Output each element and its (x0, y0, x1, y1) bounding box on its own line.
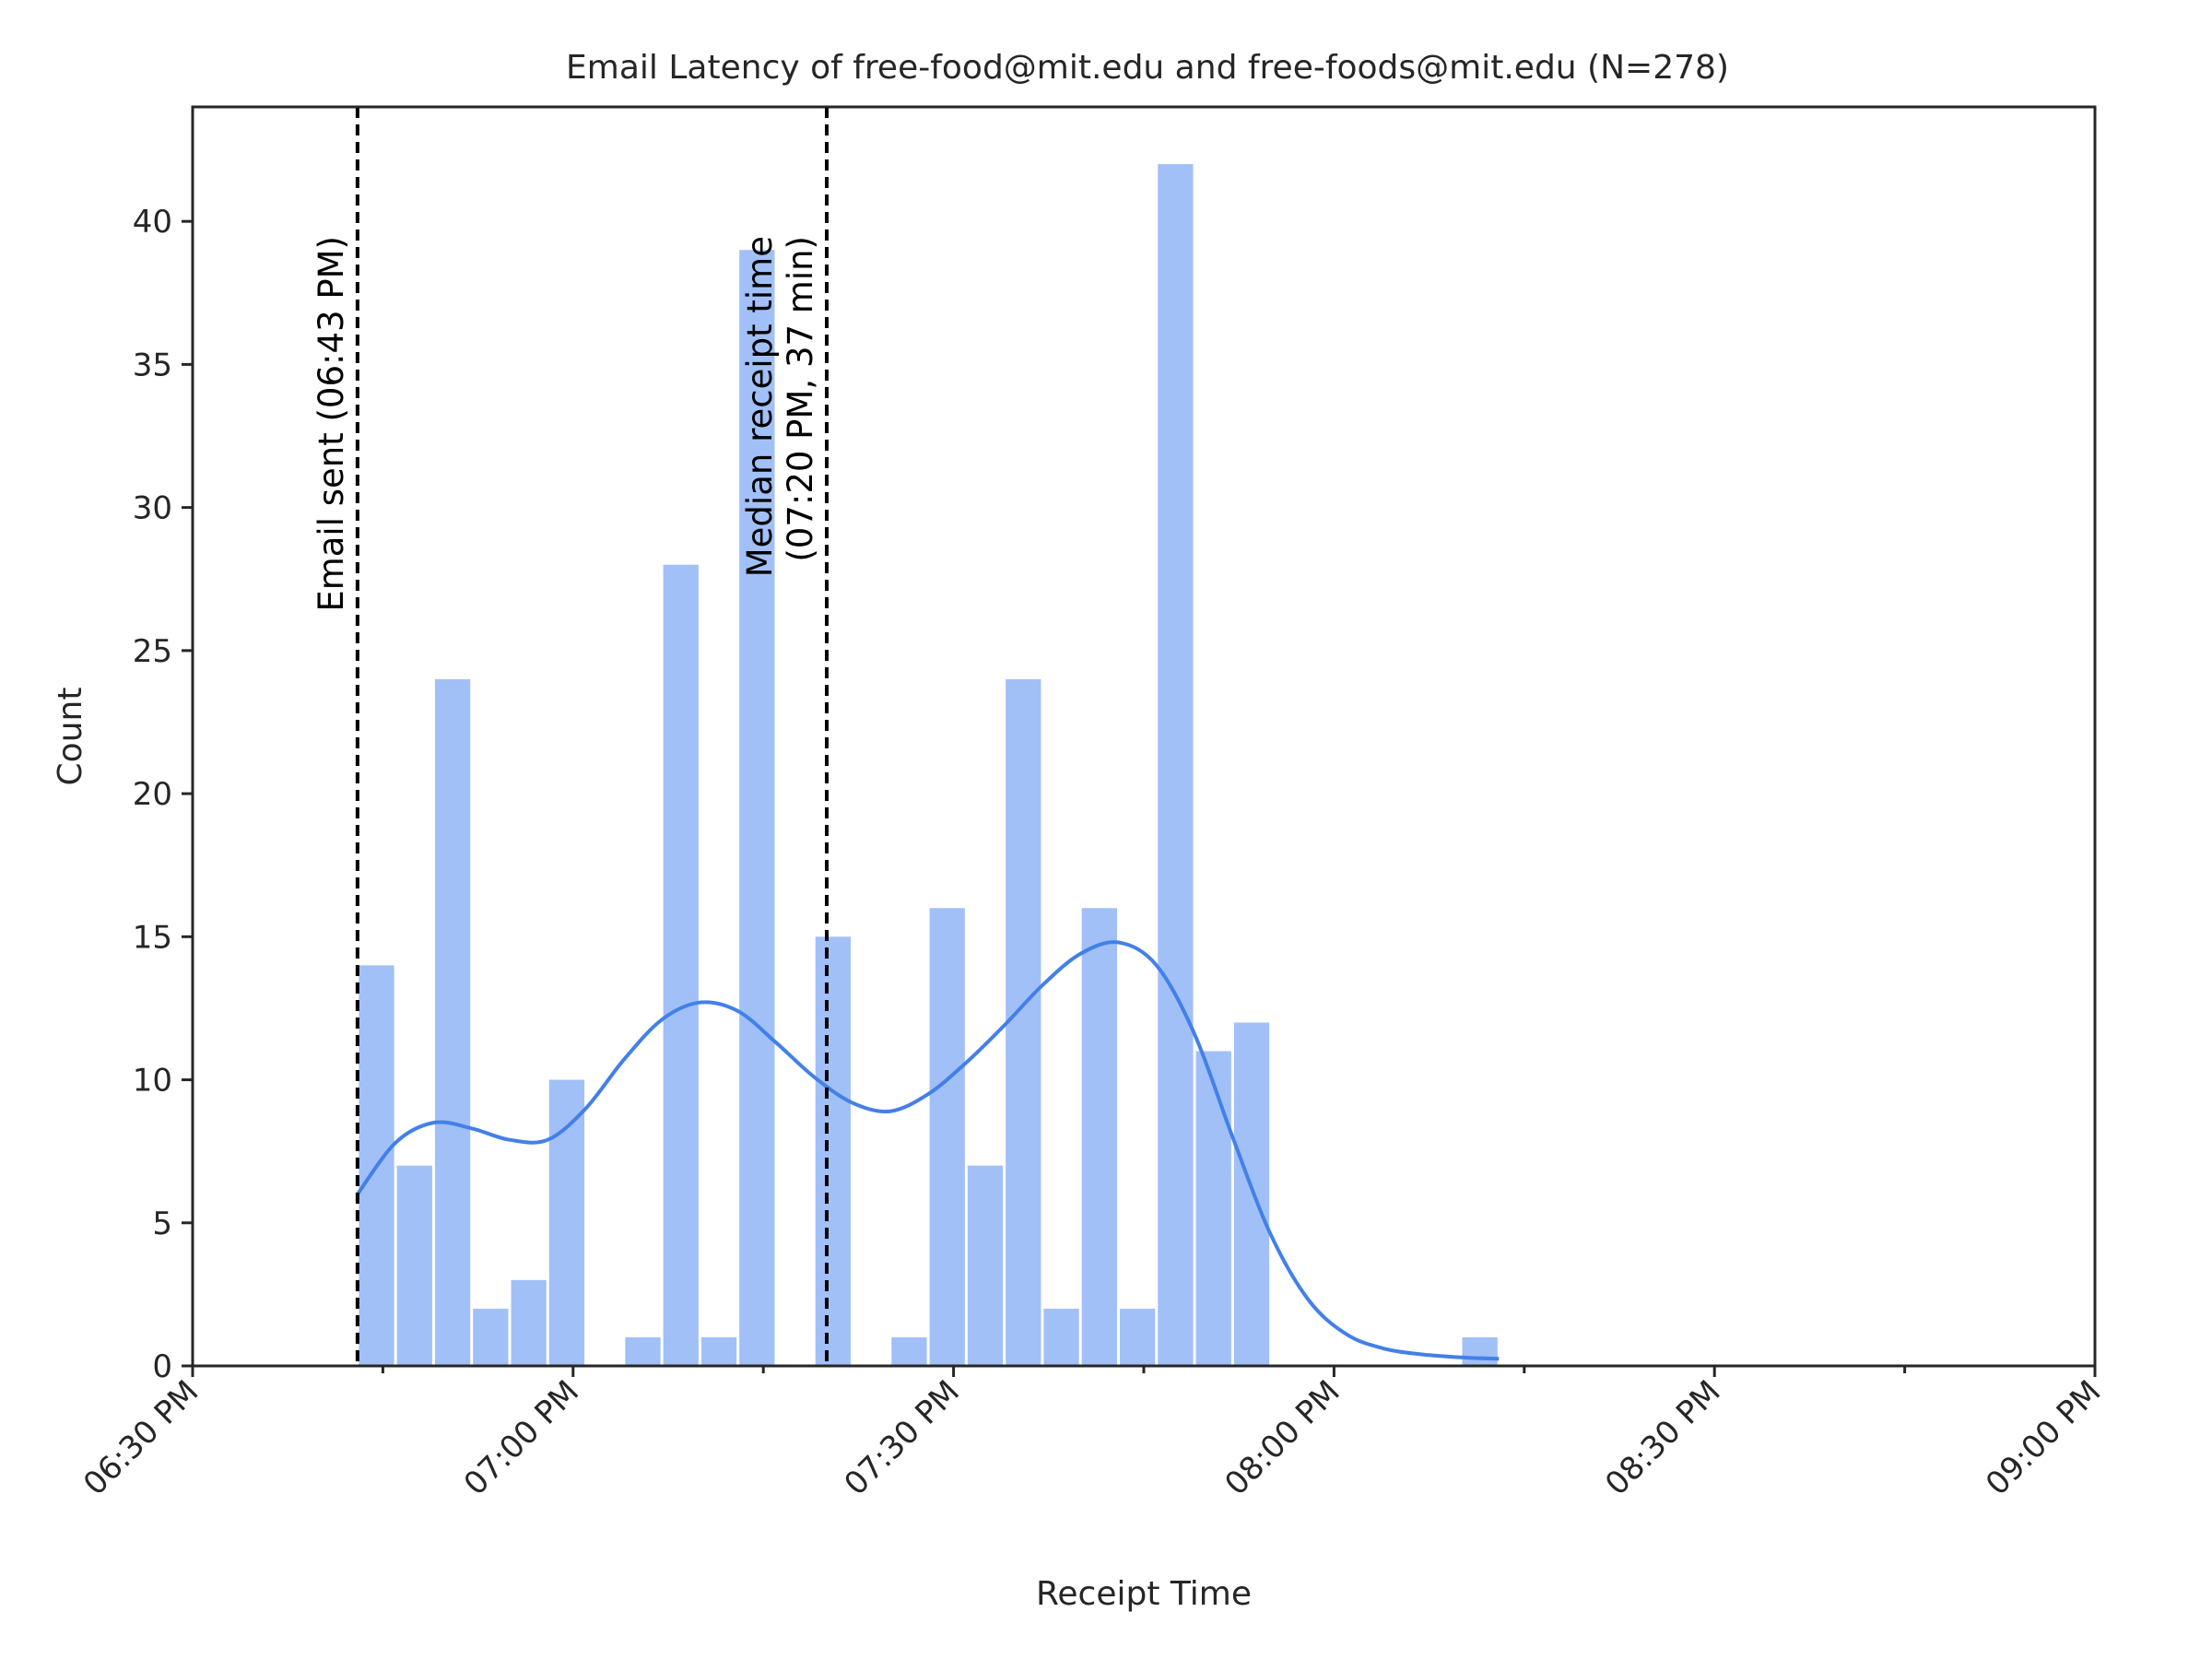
y-tick-label: 5 (152, 1206, 172, 1242)
histogram-bar (548, 1079, 585, 1366)
histogram-bar (739, 250, 775, 1366)
y-axis-label: Count (52, 688, 89, 786)
annotation-label: (07:20 PM, 37 min) (781, 236, 820, 562)
histogram-bar (891, 1336, 927, 1366)
y-tick-label: 20 (133, 776, 172, 813)
histogram-bar (1043, 1308, 1079, 1366)
x-tick-label: 06:30 PM (76, 1373, 206, 1502)
x-tick-label: 09:00 PM (1979, 1373, 2108, 1502)
y-tick-label: 35 (133, 347, 172, 383)
y-tick-label: 10 (133, 1063, 172, 1100)
histogram-bar (1195, 1051, 1231, 1366)
x-tick-label: 07:00 PM (457, 1373, 586, 1502)
x-axis: 06:30 PM 07:00 PM 07:30 PM 08:00 PM 08:30 PM… (76, 1366, 2108, 1503)
histogram-bar (1158, 164, 1194, 1366)
bars-layer (359, 164, 1498, 1366)
histogram-bar (663, 564, 699, 1366)
y-axis: 0 5 10 15 20 25 30 35 40 (133, 204, 193, 1385)
histogram-bar (1006, 678, 1041, 1366)
kde-layer (356, 940, 1500, 1361)
histogram-bar (625, 1336, 661, 1366)
x-tick-label: 08:30 PM (1598, 1373, 1727, 1502)
histogram-bar (1119, 1308, 1156, 1366)
y-tick-label: 40 (133, 204, 172, 241)
y-tick-label: 0 (152, 1348, 172, 1385)
histogram-bar (929, 908, 965, 1366)
histogram-bar (473, 1308, 509, 1366)
annotation-label: Median receipt time (740, 236, 780, 577)
annotation-layer: Email sent (06:43 PM) Median receipt time… (312, 107, 829, 1366)
histogram-bar (815, 936, 852, 1366)
y-tick-label: 15 (133, 919, 172, 956)
histogram-bar (700, 1336, 737, 1366)
annotation-label: Email sent (06:43 PM) (312, 236, 351, 612)
histogram-bar (1233, 1022, 1270, 1366)
x-tick-label: 07:30 PM (838, 1373, 967, 1502)
y-tick-label: 30 (133, 490, 172, 527)
histogram-bar (1081, 908, 1117, 1366)
histogram-bar (1462, 1336, 1498, 1366)
y-tick-label: 25 (133, 633, 172, 670)
x-axis-label: Receipt Time (1036, 1575, 1252, 1613)
histogram-bar (396, 1165, 432, 1366)
chart-title: Email Latency of free-food@mit.edu and f… (566, 49, 1729, 87)
histogram-bar (511, 1279, 547, 1366)
histogram-bar (434, 678, 471, 1366)
plot-frame (191, 105, 2097, 1368)
x-tick-label: 08:00 PM (1218, 1373, 1347, 1502)
kde-curve (356, 940, 1500, 1361)
histogram-bar (967, 1165, 1004, 1366)
